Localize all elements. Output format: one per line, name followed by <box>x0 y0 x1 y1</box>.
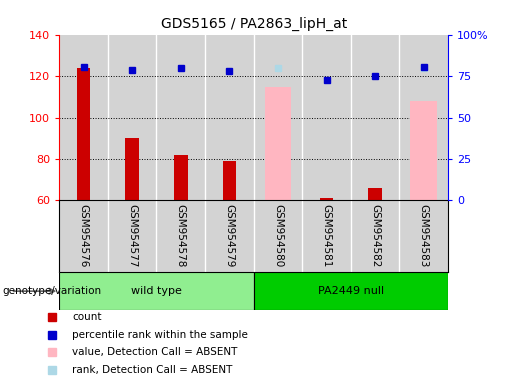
Text: GSM954577: GSM954577 <box>127 204 137 267</box>
Text: GSM954582: GSM954582 <box>370 204 380 267</box>
Bar <box>125 138 139 200</box>
Bar <box>368 188 382 200</box>
Bar <box>59 272 253 310</box>
Text: wild type: wild type <box>131 286 182 296</box>
Bar <box>400 35 448 200</box>
Bar <box>253 35 302 200</box>
Bar <box>174 155 187 200</box>
Text: GSM954576: GSM954576 <box>78 204 89 267</box>
Bar <box>265 87 291 200</box>
Text: genotype/variation: genotype/variation <box>3 286 101 296</box>
Bar <box>108 35 157 200</box>
Text: PA2449 null: PA2449 null <box>318 286 384 296</box>
Bar <box>157 35 205 200</box>
Text: count: count <box>72 312 101 322</box>
Bar <box>77 68 90 200</box>
Text: GSM954580: GSM954580 <box>273 204 283 267</box>
Bar <box>351 35 400 200</box>
Bar <box>253 272 448 310</box>
Bar <box>302 35 351 200</box>
Bar <box>222 161 236 200</box>
Text: GSM954578: GSM954578 <box>176 204 186 267</box>
Text: GSM954579: GSM954579 <box>225 204 234 267</box>
Title: GDS5165 / PA2863_lipH_at: GDS5165 / PA2863_lipH_at <box>161 17 347 31</box>
Text: value, Detection Call = ABSENT: value, Detection Call = ABSENT <box>72 347 237 357</box>
Text: percentile rank within the sample: percentile rank within the sample <box>72 329 248 340</box>
Bar <box>205 35 253 200</box>
Bar <box>320 198 333 200</box>
Bar <box>410 101 437 200</box>
Text: GSM954581: GSM954581 <box>321 204 332 267</box>
Bar <box>59 35 108 200</box>
Text: GSM954583: GSM954583 <box>419 204 429 267</box>
Text: rank, Detection Call = ABSENT: rank, Detection Call = ABSENT <box>72 365 232 375</box>
